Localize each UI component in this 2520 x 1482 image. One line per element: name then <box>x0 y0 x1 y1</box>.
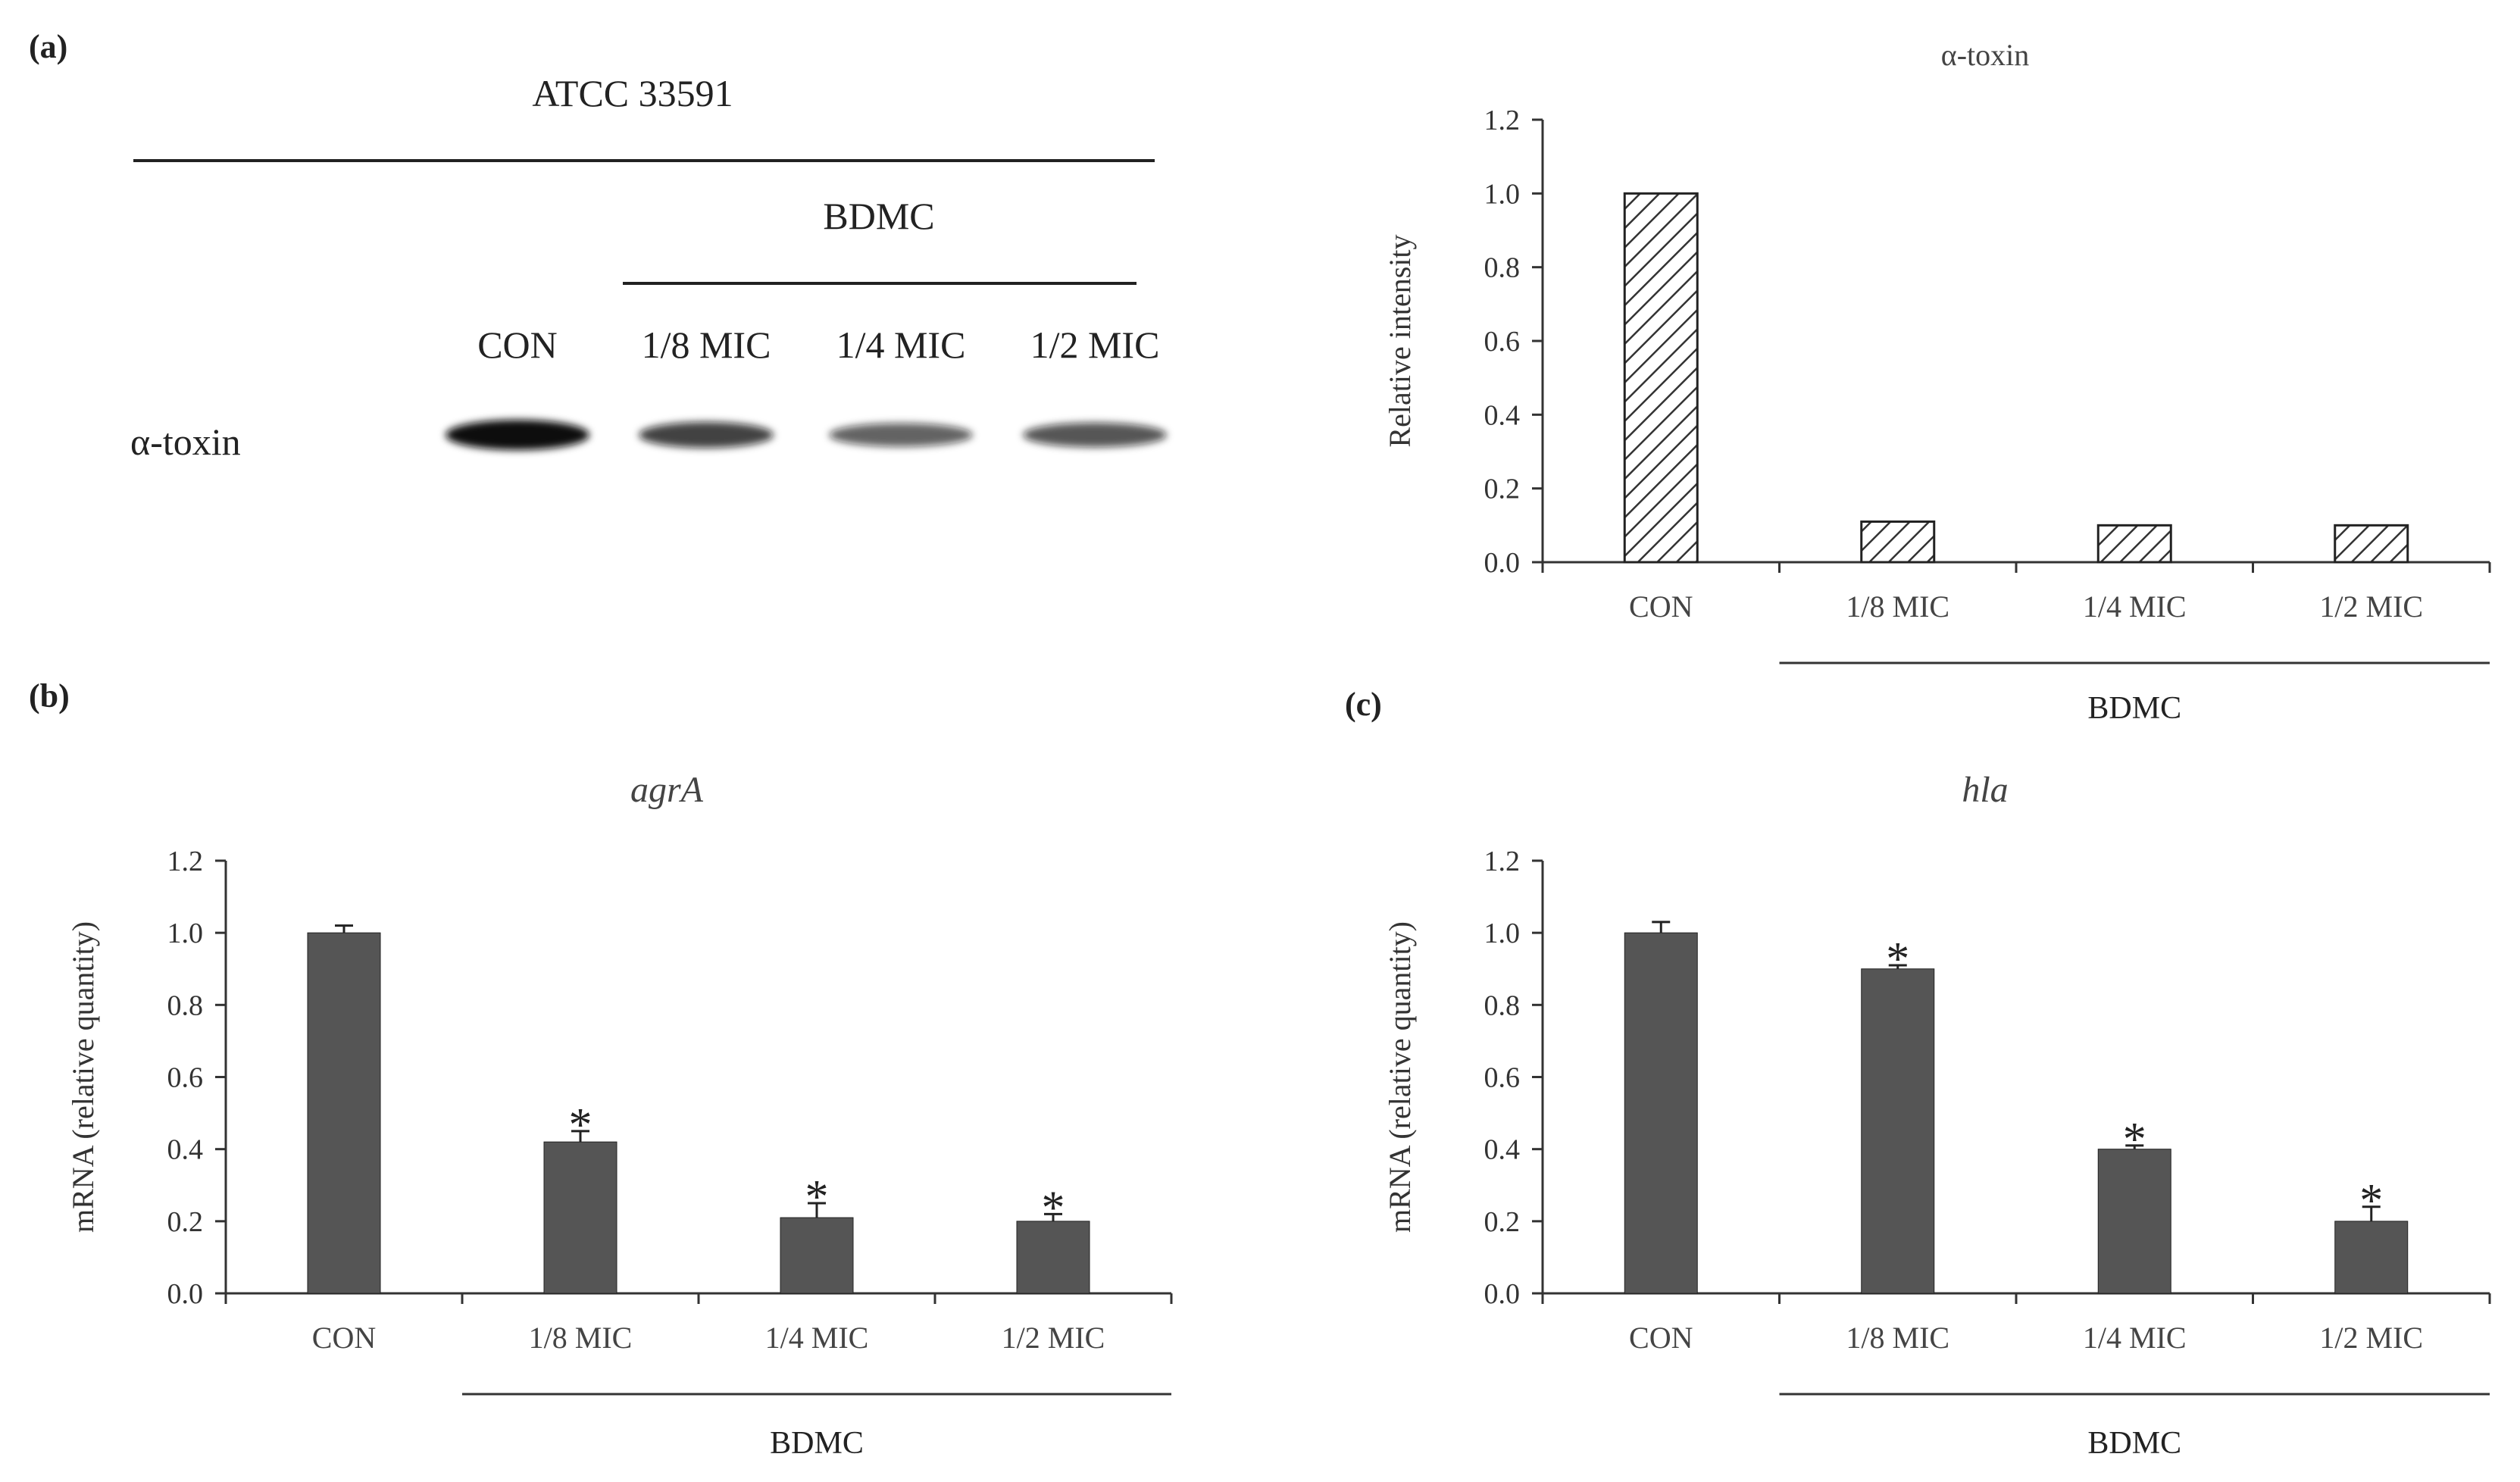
chart-title: agrA <box>630 770 704 810</box>
y-tick-label: 0.6 <box>1484 1062 1521 1094</box>
x-tick-label: 1/4 MIC <box>2083 1321 2187 1355</box>
y-tick-label: 0.2 <box>1484 474 1521 505</box>
chart-title: hla <box>1962 770 2008 810</box>
bar <box>2334 524 2409 564</box>
chart-hla: hla 0.0 0.2 0.4 0.6 0.8 1.0 1.2 mRNA (relative q… <box>1383 770 2491 1461</box>
y-tick-label: 0.6 <box>1484 326 1521 358</box>
y-axis-label: mRNA (relative quantity) <box>66 921 100 1233</box>
bar <box>780 1217 854 1294</box>
y-tick-label: 1.2 <box>167 846 204 877</box>
significance-marker: * <box>2359 1175 2383 1227</box>
y-tick-label: 1.0 <box>167 918 204 949</box>
blot-lane-label: CON <box>477 324 558 366</box>
panel-label-a: (a) <box>29 28 67 65</box>
bar <box>1016 1221 1090 1294</box>
bar <box>1623 192 1699 564</box>
chart-alpha-toxin: α-toxin 0.0 0.2 0.4 0.6 0.8 1.0 1.2 Relative int… <box>1383 38 2491 726</box>
blot-band <box>1023 422 1167 448</box>
y-tick-label: 0.0 <box>1484 1278 1521 1310</box>
y-axis-label: mRNA (relative quantity) <box>1383 921 1417 1233</box>
chart-agrA: agrA 0.0 0.2 0.4 0.6 0.8 1.0 1.2 mRNA (relative … <box>66 770 1173 1461</box>
x-tick-label: 1/8 MIC <box>1846 1321 1949 1355</box>
bar <box>1624 932 1698 1294</box>
y-tick-label: 0.2 <box>1484 1206 1521 1238</box>
group-label: BDMC <box>2087 1426 2181 1461</box>
group-label: BDMC <box>770 1426 864 1461</box>
bar <box>2096 524 2172 564</box>
y-tick-label: 0.4 <box>1484 1134 1521 1166</box>
y-tick-label: 0.8 <box>167 990 204 1021</box>
x-tick-label: 1/4 MIC <box>2083 589 2187 624</box>
blot-lane-label: 1/4 MIC <box>836 324 966 366</box>
blot-treatment-label: BDMC <box>823 195 934 237</box>
y-tick-label: 0.0 <box>167 1278 204 1310</box>
y-tick-label: 0.8 <box>1484 990 1521 1021</box>
blot-bands <box>446 420 1167 450</box>
y-tick-label: 1.0 <box>1484 178 1521 210</box>
significance-marker: * <box>805 1171 829 1223</box>
y-axis-label: Relative intensity <box>1383 234 1417 447</box>
x-tick-label: CON <box>1629 1321 1693 1355</box>
y-tick-label: 1.0 <box>1484 918 1521 949</box>
blot-row-label: α-toxin <box>130 421 241 463</box>
bar <box>2334 1221 2409 1294</box>
y-tick-label: 0.8 <box>1484 252 1521 284</box>
panel-label-b: (b) <box>29 677 70 714</box>
bar <box>543 1141 617 1294</box>
blot-band <box>446 420 589 450</box>
bar <box>1861 968 1935 1294</box>
x-tick-label: 1/8 MIC <box>529 1321 633 1355</box>
western-blot: ATCC 33591 BDMC CON 1/8 MIC 1/4 MIC 1/2 … <box>130 72 1167 463</box>
y-tick-label: 1.2 <box>1484 846 1521 877</box>
bar <box>1860 520 1936 564</box>
blot-lane-label: 1/8 MIC <box>642 324 771 366</box>
significance-marker: * <box>1042 1182 1065 1233</box>
significance-marker: * <box>1886 933 1909 985</box>
y-tick-label: 0.4 <box>167 1134 204 1166</box>
y-tick-label: 0.2 <box>167 1206 204 1238</box>
y-tick-label: 1.2 <box>1484 105 1521 136</box>
blot-lane-label: 1/2 MIC <box>1030 324 1160 366</box>
blot-strain-label: ATCC 33591 <box>532 72 733 114</box>
bar <box>2097 1149 2171 1294</box>
bar <box>307 932 381 1294</box>
group-label: BDMC <box>2087 691 2181 726</box>
y-tick-label: 0.4 <box>1484 399 1521 431</box>
blot-band <box>829 423 973 447</box>
y-tick-label: 0.0 <box>1484 547 1521 579</box>
chart-title: α-toxin <box>1941 38 2030 72</box>
x-tick-label: 1/4 MIC <box>765 1321 869 1355</box>
x-tick-label: 1/2 MIC <box>2319 589 2423 624</box>
x-tick-label: CON <box>1629 589 1693 624</box>
x-tick-label: 1/8 MIC <box>1846 589 1949 624</box>
significance-marker: * <box>2123 1114 2146 1165</box>
y-tick-label: 0.6 <box>167 1062 204 1094</box>
x-tick-label: CON <box>312 1321 376 1355</box>
x-tick-label: 1/2 MIC <box>1002 1321 1105 1355</box>
blot-band <box>639 421 774 449</box>
x-tick-label: 1/2 MIC <box>2319 1321 2423 1355</box>
significance-marker: * <box>569 1099 592 1151</box>
panel-label-c: (c) <box>1345 686 1382 723</box>
